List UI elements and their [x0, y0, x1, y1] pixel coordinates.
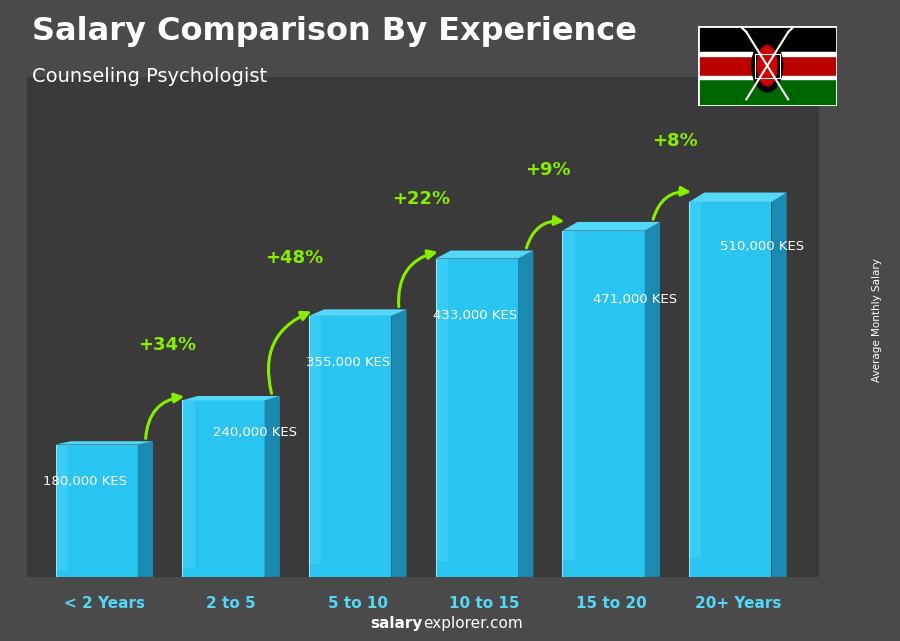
- Bar: [698, 26, 837, 53]
- Polygon shape: [436, 251, 533, 258]
- Text: 5 to 10: 5 to 10: [328, 596, 388, 611]
- Polygon shape: [138, 441, 153, 577]
- Polygon shape: [436, 258, 448, 561]
- Text: Counseling Psychologist: Counseling Psychologist: [32, 67, 266, 87]
- Text: 471,000 KES: 471,000 KES: [593, 294, 678, 306]
- Text: 240,000 KES: 240,000 KES: [213, 426, 297, 438]
- Text: Average Monthly Salary: Average Monthly Salary: [872, 258, 883, 383]
- Polygon shape: [265, 396, 280, 577]
- Polygon shape: [309, 316, 392, 577]
- Text: +34%: +34%: [139, 335, 197, 354]
- Polygon shape: [436, 258, 518, 577]
- Polygon shape: [56, 445, 68, 570]
- Polygon shape: [309, 310, 407, 316]
- FancyArrowPatch shape: [526, 217, 561, 248]
- Bar: [698, 53, 837, 56]
- Polygon shape: [562, 222, 660, 231]
- FancyArrowPatch shape: [653, 187, 688, 219]
- Ellipse shape: [752, 40, 783, 92]
- Polygon shape: [56, 441, 153, 445]
- FancyArrowPatch shape: [268, 312, 309, 394]
- Polygon shape: [562, 231, 575, 560]
- Polygon shape: [562, 231, 644, 577]
- Polygon shape: [56, 445, 138, 577]
- Text: 433,000 KES: 433,000 KES: [433, 310, 517, 322]
- Text: 510,000 KES: 510,000 KES: [720, 240, 805, 253]
- Ellipse shape: [758, 46, 777, 86]
- Text: +48%: +48%: [266, 249, 323, 267]
- Bar: [698, 53, 837, 79]
- Text: 15 to 20: 15 to 20: [576, 596, 646, 611]
- Text: +22%: +22%: [392, 190, 450, 208]
- Text: salary: salary: [371, 617, 423, 631]
- Polygon shape: [182, 401, 265, 577]
- Polygon shape: [644, 222, 660, 577]
- Polygon shape: [689, 192, 787, 202]
- Polygon shape: [182, 401, 194, 568]
- Text: < 2 Years: < 2 Years: [64, 596, 145, 611]
- Text: 20+ Years: 20+ Years: [695, 596, 781, 611]
- Bar: [698, 79, 837, 106]
- FancyArrowPatch shape: [146, 394, 181, 438]
- Text: 180,000 KES: 180,000 KES: [43, 475, 128, 488]
- Bar: [698, 76, 837, 79]
- Text: 2 to 5: 2 to 5: [206, 596, 256, 611]
- Text: +9%: +9%: [525, 162, 571, 179]
- Polygon shape: [518, 251, 533, 577]
- Polygon shape: [771, 192, 787, 577]
- FancyArrowPatch shape: [399, 251, 435, 306]
- Text: 355,000 KES: 355,000 KES: [306, 356, 390, 369]
- Text: +8%: +8%: [652, 132, 698, 150]
- Text: explorer.com: explorer.com: [423, 617, 523, 631]
- Polygon shape: [689, 202, 771, 577]
- Polygon shape: [689, 202, 701, 558]
- Polygon shape: [392, 310, 407, 577]
- Text: Salary Comparison By Experience: Salary Comparison By Experience: [32, 16, 636, 47]
- Polygon shape: [182, 396, 280, 401]
- Polygon shape: [309, 316, 321, 564]
- Text: 10 to 15: 10 to 15: [449, 596, 519, 611]
